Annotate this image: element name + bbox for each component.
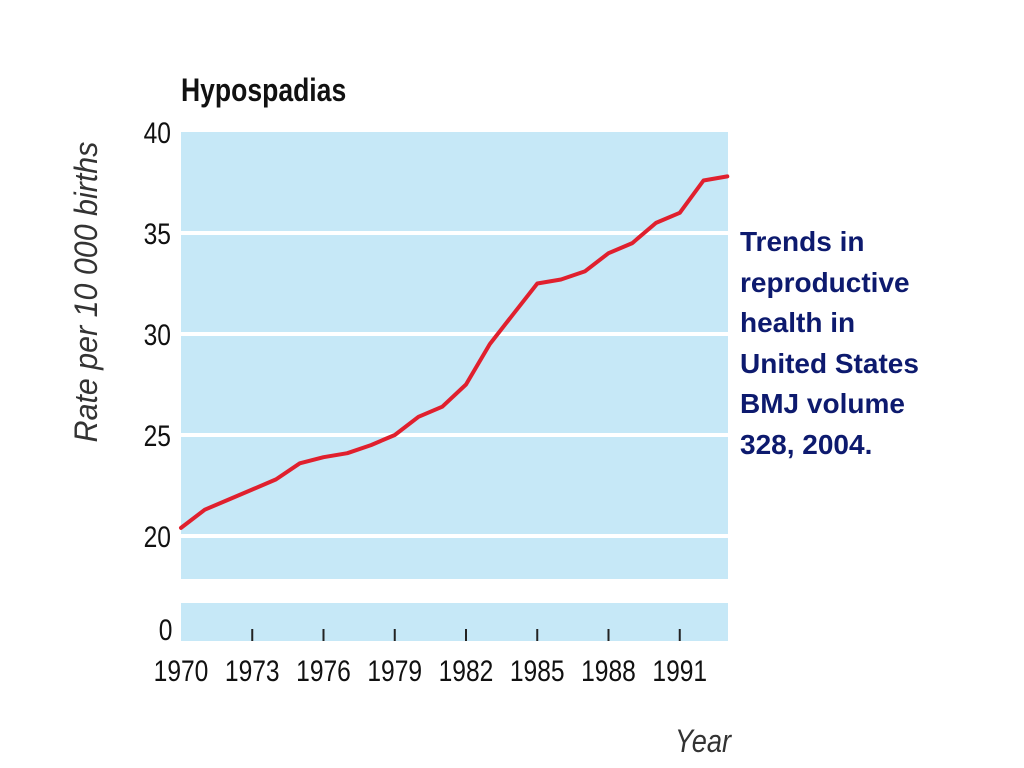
x-tick-label: 1985: [510, 654, 565, 688]
y-tick-label: 20: [144, 520, 171, 554]
x-axis-title: Year: [675, 724, 732, 760]
chart-title: Hypospadias: [181, 73, 346, 109]
caption-line: 328, 2004.: [740, 428, 873, 460]
y-tick-label: 40: [144, 116, 171, 150]
y-tick-label: 35: [144, 217, 171, 251]
series-line: [179, 174, 730, 530]
y-tick-label: 30: [144, 318, 171, 352]
y-tick-label-zero: 0: [159, 613, 173, 647]
series-layer: [179, 174, 730, 530]
x-axis-tick-labels: 1970 1973 1976 1979 1982 1985 1988 1991: [154, 654, 707, 688]
x-tick-label: 1970: [154, 654, 209, 688]
source-caption: Trends in reproductive health in United …: [740, 222, 1010, 465]
plot-area: [181, 132, 728, 579]
caption-line: Trends in: [740, 226, 865, 257]
gridlines: [181, 231, 728, 538]
x-tick-label: 1982: [439, 654, 494, 688]
y-axis-title: Rate per 10 000 births: [68, 142, 104, 443]
caption-line: United States: [740, 347, 919, 379]
y-tick-label: 25: [144, 419, 171, 453]
caption-line: health in: [740, 307, 856, 338]
x-tick-label: 1979: [367, 654, 422, 688]
x-axis-tick-marks: [251, 629, 681, 641]
plot-area-break-segment: [181, 603, 728, 641]
x-tick-label: 1988: [581, 654, 636, 688]
x-tick-label: 1976: [296, 654, 351, 688]
caption-line: reproductive: [740, 266, 910, 298]
x-tick-label: 1973: [225, 654, 280, 688]
x-tick-label: 1991: [652, 654, 707, 688]
caption-line: BMJ volume: [740, 388, 905, 419]
y-axis-tick-labels: 20 25 30 35 40 0: [144, 116, 173, 647]
